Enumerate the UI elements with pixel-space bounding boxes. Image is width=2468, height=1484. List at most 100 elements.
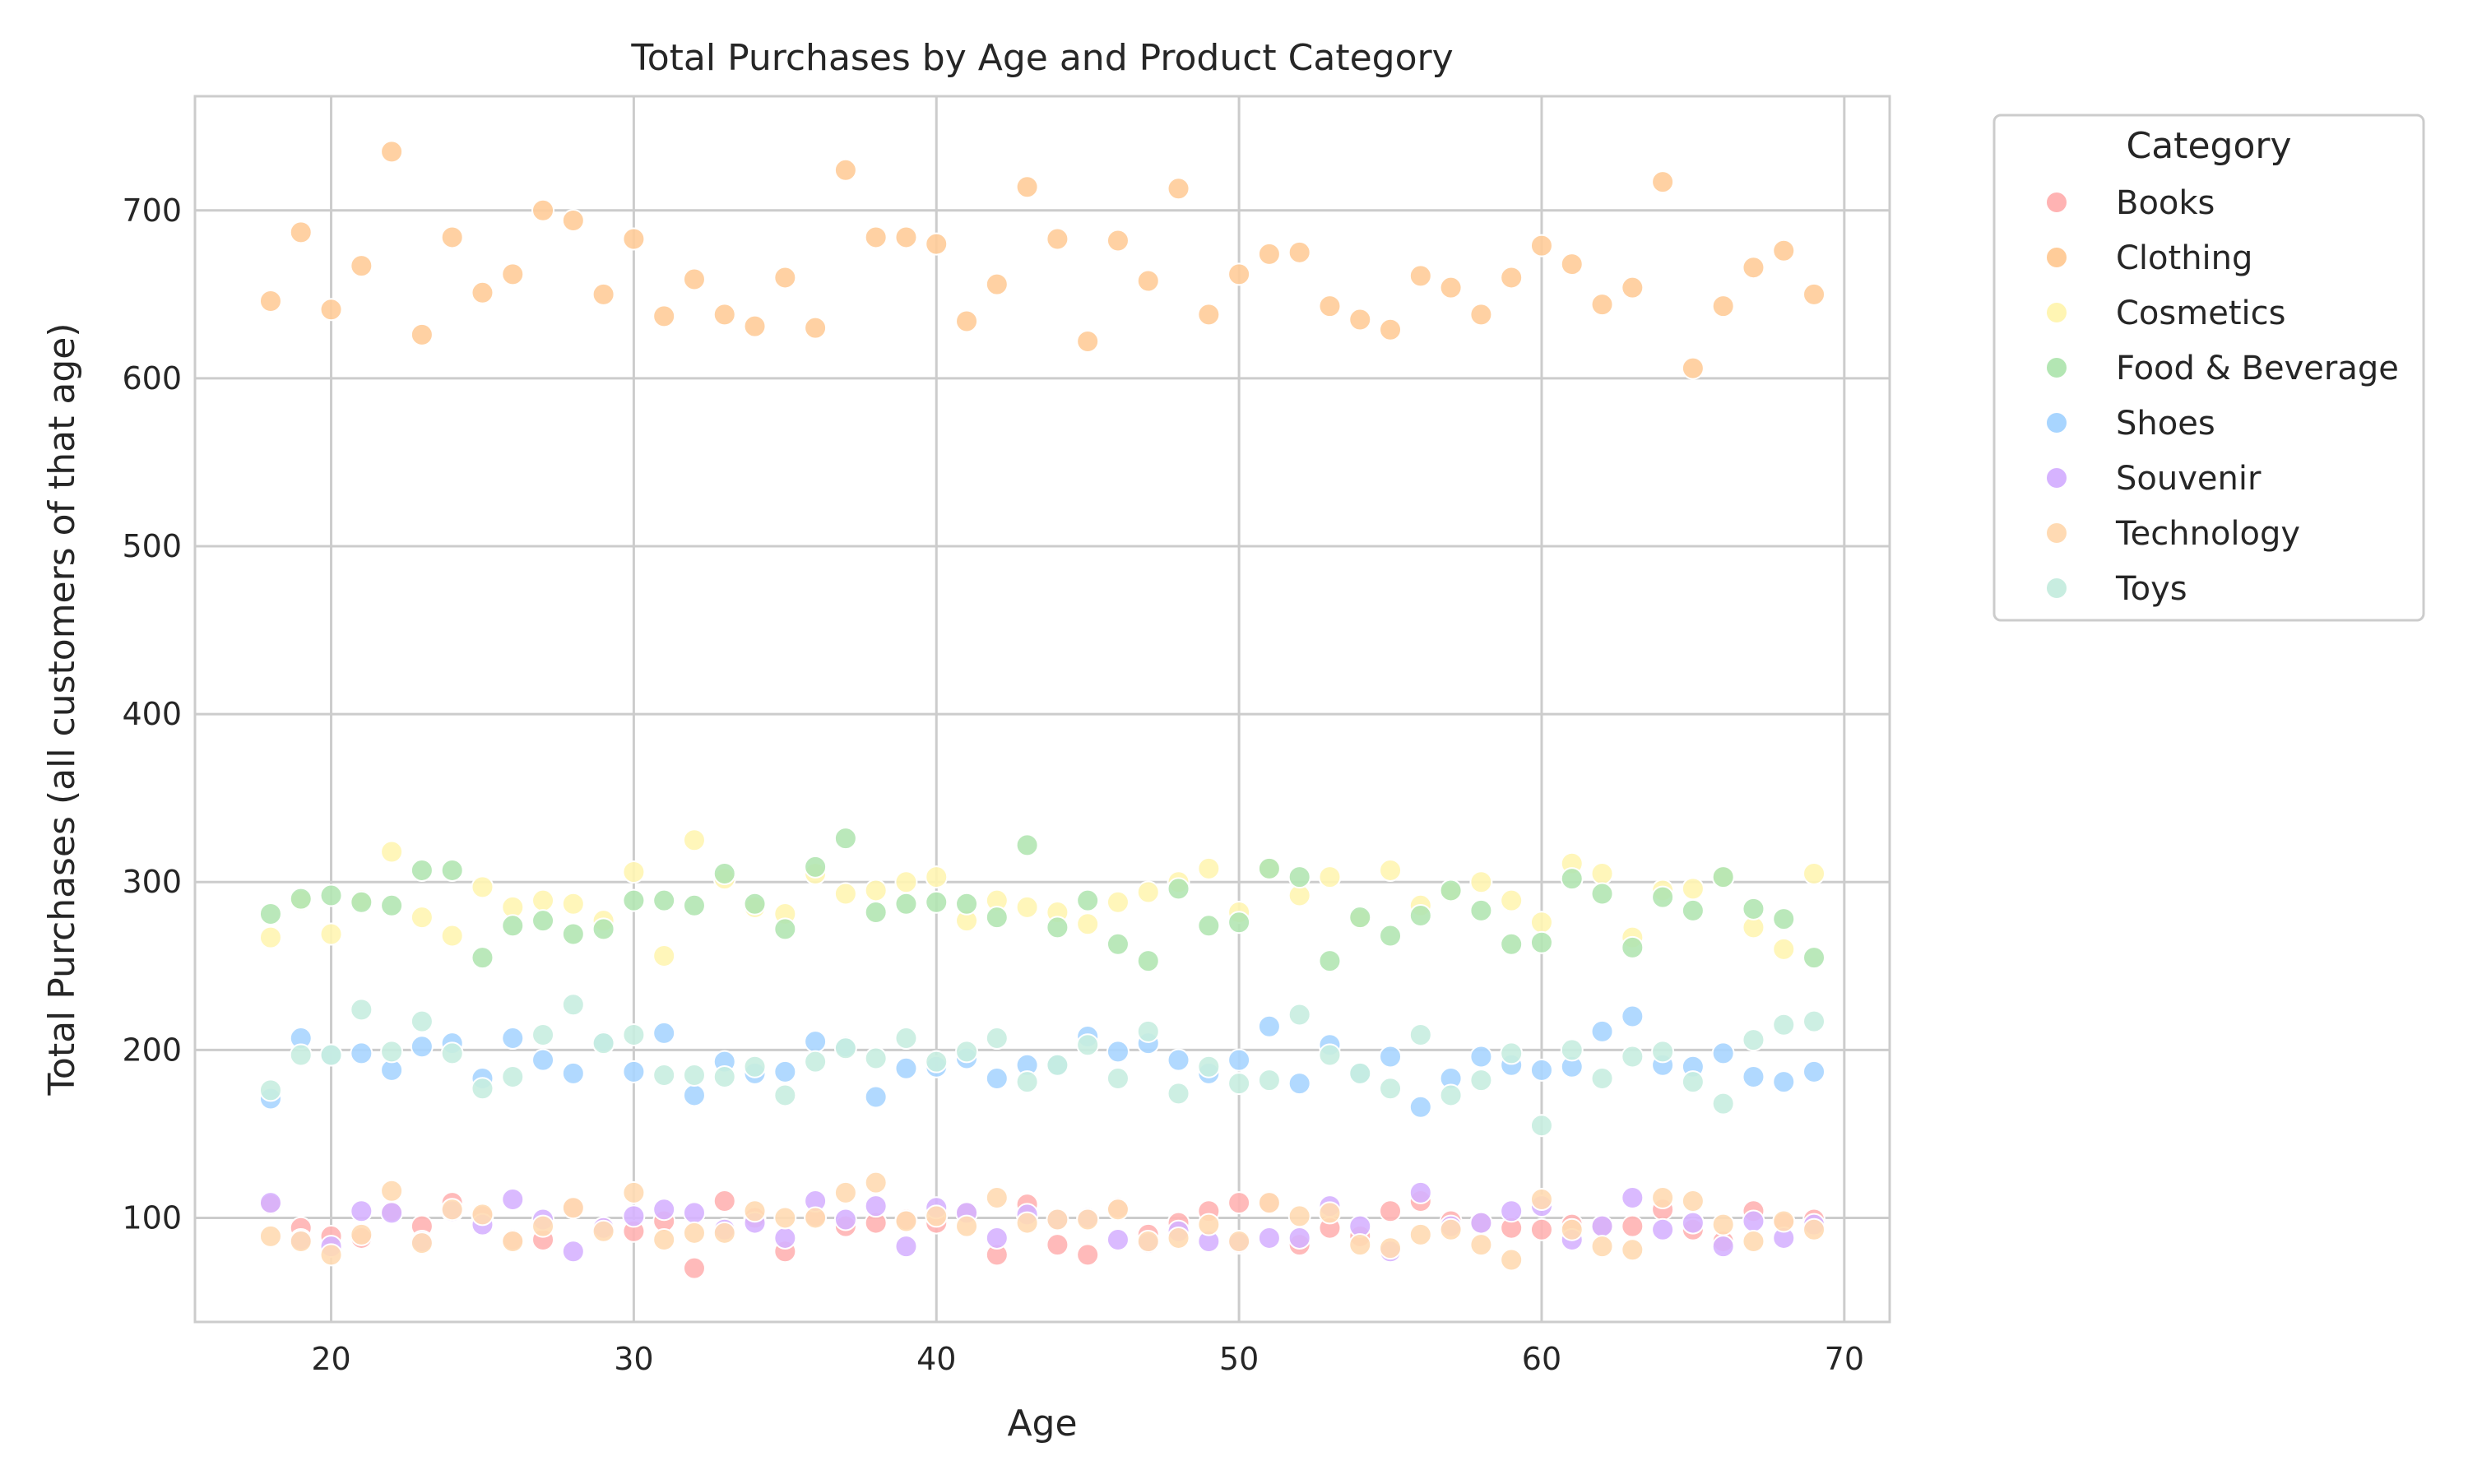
data-point-toys [440,1041,464,1065]
legend-label: Toys [2115,570,2187,608]
y-tick-label: 700 [122,192,182,229]
data-point-food-beverage [380,893,404,917]
data-point-books [682,1256,706,1280]
data-point-technology [1772,1209,1796,1233]
data-point-cosmetics [1197,856,1221,880]
data-point-technology [1015,1211,1039,1235]
data-point-shoes [622,1060,646,1083]
data-point-food-beverage [894,892,918,916]
y-tick-label: 600 [122,360,182,397]
data-point-shoes [1379,1045,1403,1069]
legend-label: Clothing [2116,239,2252,277]
data-point-toys [682,1063,706,1087]
x-tick-labels: 20 30 40 50 60 70 [311,1341,1864,1377]
data-point-technology [1469,1233,1493,1257]
y-axis-label: Total Purchases (all customers of that a… [41,323,83,1097]
x-axis-label: Age [1007,1403,1077,1445]
data-point-food-beverage [1076,888,1100,912]
data-point-technology [925,1204,949,1228]
data-point-toys [471,1077,494,1101]
data-point-technology [350,1222,373,1246]
data-point-food-beverage [1197,914,1221,938]
plot-frame [193,95,1891,1324]
data-point-food-beverage [319,883,343,907]
data-point-books [1379,1199,1403,1223]
data-point-toys [1046,1053,1069,1077]
data-point-toys [925,1050,949,1074]
data-point-food-beverage [350,890,373,914]
data-point-toys [804,1050,828,1074]
legend-item-souvenir: Souvenir [2045,460,2262,498]
data-point-clothing [1681,356,1705,380]
data-point-clothing [622,227,646,251]
legend-item-shoes: Shoes [2045,405,2215,443]
data-point-cosmetics [380,840,404,864]
data-point-toys [712,1065,736,1088]
data-point-toys [1287,1003,1311,1027]
data-point-technology [682,1221,706,1245]
data-point-clothing [864,225,888,249]
legend-item-food-beverage: Food & Beverage [2045,350,2399,387]
data-point-shoes [1621,1004,1645,1028]
data-point-technology [410,1231,434,1255]
data-point-cosmetics [1590,862,1614,886]
x-tick-label: 70 [1825,1341,1864,1377]
legend-label: Cosmetics [2116,294,2285,332]
data-point-shoes [410,1035,434,1059]
legend-label: Souvenir [2116,460,2262,498]
data-point-toys [894,1027,918,1050]
data-point-food-beverage [471,946,494,970]
data-point-shoes [1106,1040,1130,1064]
data-point-souvenir [864,1194,888,1218]
data-point-technology [1167,1226,1190,1250]
data-point-souvenir [682,1201,706,1225]
data-point-clothing [773,266,797,290]
data-point-souvenir [1621,1185,1645,1209]
data-point-technology [531,1214,555,1238]
series-technology [258,1171,1826,1272]
data-point-books [1529,1217,1553,1241]
data-point-shoes [1529,1058,1553,1082]
data-point-souvenir [773,1226,797,1250]
data-point-souvenir [501,1188,525,1211]
x-tick-label: 30 [614,1341,653,1377]
data-point-food-beverage [955,892,979,916]
legend-marker [2045,301,2068,324]
data-point-toys [1802,1009,1826,1033]
data-point-technology [1681,1190,1705,1213]
data-point-food-beverage [1106,932,1130,956]
data-point-clothing [1590,293,1614,317]
data-point-toys [1772,1013,1796,1036]
legend-marker [2045,191,2068,214]
data-point-souvenir [350,1199,373,1223]
data-point-technology [1379,1236,1403,1260]
data-point-shoes [501,1027,525,1050]
data-point-food-beverage [1227,911,1251,934]
data-point-toys [531,1023,555,1046]
data-point-clothing [1197,303,1221,327]
legend-title: Category [2127,125,2292,167]
data-point-food-beverage [1711,865,1735,889]
legend-item-clothing: Clothing [2045,239,2252,277]
data-point-souvenir [1590,1214,1614,1238]
data-point-cosmetics [652,944,676,968]
series-toys [258,993,1826,1138]
data-point-toys [1529,1114,1553,1138]
data-point-toys [1379,1077,1403,1101]
data-point-clothing [1500,266,1524,290]
legend-marker [2045,466,2068,489]
data-point-food-beverage [1015,833,1039,857]
data-point-food-beverage [773,917,797,941]
data-point-toys [1106,1067,1130,1091]
data-point-technology [380,1179,404,1203]
data-point-toys [1167,1082,1190,1106]
data-point-food-beverage [1802,946,1826,970]
data-point-food-beverage [985,906,1009,930]
data-point-cosmetics [1318,865,1342,889]
legend-label: Food & Beverage [2116,350,2399,387]
data-point-clothing [1227,262,1251,286]
data-point-shoes [652,1021,676,1045]
data-point-books [1046,1233,1069,1257]
data-point-clothing [289,220,313,244]
